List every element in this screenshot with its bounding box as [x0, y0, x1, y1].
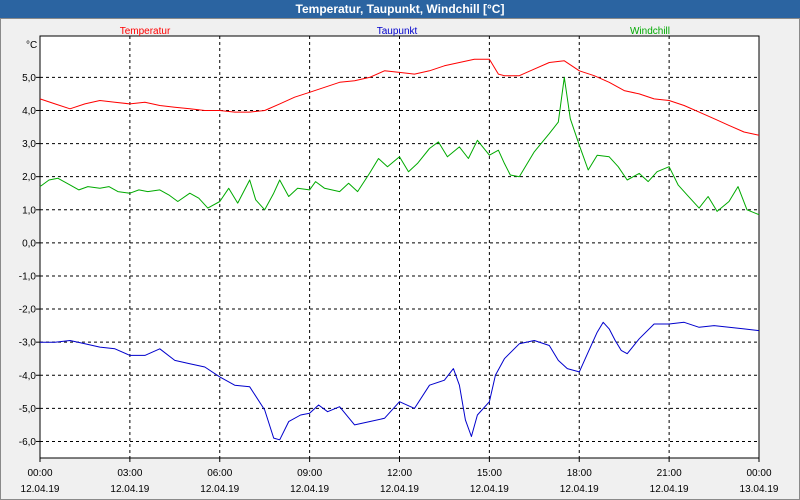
grid-lines: [36, 36, 760, 462]
x-tick-date: 12.04.19: [650, 484, 689, 495]
y-tick-label: -3,0: [19, 338, 37, 349]
x-tick-date: 12.04.19: [380, 484, 419, 495]
y-tick-label: 1,0: [22, 205, 36, 216]
y-tick-label: -2,0: [19, 305, 37, 316]
x-tick-date: 12.04.19: [560, 484, 599, 495]
legend-temperatur: Temperatur: [120, 26, 171, 37]
y-axis-unit: °C: [26, 40, 37, 51]
y-tick-label: 5,0: [22, 73, 36, 84]
x-tick-date: 12.04.19: [110, 484, 149, 495]
x-tick-time: 18:00: [567, 468, 592, 479]
y-tick-label: -4,0: [19, 371, 37, 382]
y-tick-label: 4,0: [22, 106, 36, 117]
legend-windchill: Windchill: [630, 26, 670, 37]
y-tick-label: -6,0: [19, 437, 37, 448]
series-group: [39, 58, 760, 441]
y-axis-labels: 5,0 4,0 3,0 2,0 1,0 0,0 -1,0 -2,0 -3,0 -4,0 -5,0 -6…: [19, 73, 37, 448]
x-axis-labels: 00:00 12.04.19 03:00 12.04.19 06:00 12.04.19 0…: [21, 468, 779, 495]
x-tick-date: 12.04.19: [470, 484, 509, 495]
chart-title: Temperatur, Taupunkt, Windchill [°C]: [0, 0, 800, 18]
y-tick-label: 0,0: [22, 238, 36, 249]
x-tick-time: 00:00: [27, 468, 52, 479]
x-tick-date: 12.04.19: [21, 484, 60, 495]
x-tick-time: 03:00: [117, 468, 142, 479]
x-tick-date: 12.04.19: [200, 484, 239, 495]
series-line-taupunkt: [40, 321, 760, 441]
series-line-temperatur: [39, 58, 760, 136]
y-tick-label: 3,0: [22, 139, 36, 150]
y-tick-label: 2,0: [22, 172, 36, 183]
x-tick-date: 12.04.19: [290, 484, 329, 495]
legend-taupunkt: Taupunkt: [377, 26, 418, 37]
x-tick-time: 12:00: [387, 468, 412, 479]
y-tick-label: -1,0: [19, 271, 37, 282]
x-tick-time: 09:00: [297, 468, 322, 479]
x-tick-time: 00:00: [746, 468, 771, 479]
y-tick-label: -5,0: [19, 404, 37, 415]
x-tick-time: 21:00: [657, 468, 682, 479]
series-line-windchill: [39, 76, 760, 216]
x-tick-date: 13.04.19: [740, 484, 779, 495]
x-tick-time: 15:00: [477, 468, 502, 479]
x-tick-time: 06:00: [207, 468, 232, 479]
